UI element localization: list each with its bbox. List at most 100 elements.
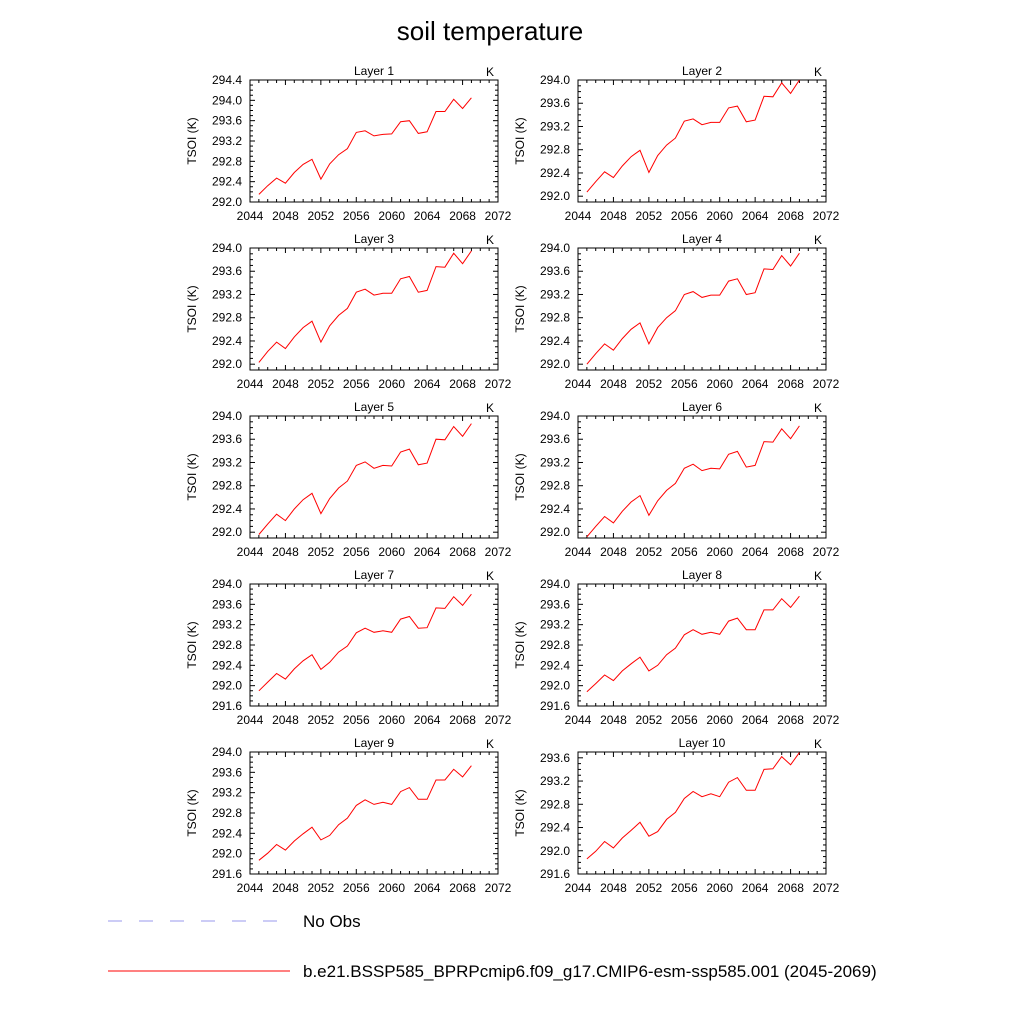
x-tick-label: 2052 (636, 881, 663, 895)
y-tick-label: 292.0 (540, 679, 570, 693)
units-label: K (814, 233, 822, 247)
y-tick-label: 292.4 (212, 175, 242, 189)
units-label: K (486, 401, 494, 415)
panel-title: Layer 6 (682, 400, 722, 414)
y-tick-label: 292.8 (540, 797, 570, 811)
y-tick-label: 292.8 (540, 143, 570, 157)
panels-group: Layer 1 K TSOI (K) 2044 2048 2052 2056 2060 2064… (185, 64, 840, 895)
legend-model-label: b.e21.BSSP585_BPRPcmip6.f09_g17.CMIP6-es… (303, 962, 877, 981)
series-line-model (586, 425, 800, 538)
y-tick-label: 293.2 (212, 287, 242, 301)
y-tick-label: 294.0 (212, 93, 242, 107)
y-tick-label: 293.6 (212, 597, 242, 611)
units-label: K (814, 401, 822, 415)
x-tick-label: 2044 (237, 713, 264, 727)
x-tick-label: 2048 (272, 209, 299, 223)
y-tick-label: 293.6 (212, 432, 242, 446)
x-tick-label: 2060 (706, 377, 733, 391)
y-tick-label: 292.4 (212, 334, 242, 348)
panel-1: Layer 1 K TSOI (K) 2044 2048 2052 2056 2060 2064… (185, 64, 512, 223)
y-tick-label: 292.4 (540, 821, 570, 835)
x-tick-label: 2048 (272, 881, 299, 895)
y-axis-label: TSOI (K) (513, 453, 527, 500)
figure-title: soil temperature (397, 16, 583, 46)
x-tick-label: 2044 (237, 881, 264, 895)
y-tick-label: 292.0 (540, 844, 570, 858)
panel-title: Layer 9 (354, 736, 394, 750)
x-tick-label: 2052 (308, 881, 335, 895)
x-tick-label: 2068 (777, 881, 804, 895)
panel-10: Layer 10 K TSOI (K) 2044 2048 2052 2056 2060 206… (513, 736, 840, 895)
x-tick-label: 2060 (706, 545, 733, 559)
x-tick-label: 2060 (378, 545, 405, 559)
x-tick-label: 2048 (600, 713, 627, 727)
panel-title: Layer 5 (354, 400, 394, 414)
y-tick-label: 293.6 (540, 751, 570, 765)
y-tick-label: 294.0 (540, 409, 570, 423)
series-line-model (258, 423, 472, 535)
series-line-model (586, 595, 800, 693)
y-tick-label: 294.0 (212, 241, 242, 255)
y-tick-label: 292.0 (212, 357, 242, 371)
plot-frame (249, 751, 499, 875)
y-tick-label: 291.6 (540, 867, 570, 881)
y-tick-label: 292.4 (212, 658, 242, 672)
y-tick-label: 293.2 (212, 618, 242, 632)
x-tick-label: 2044 (237, 377, 264, 391)
x-tick-label: 2064 (742, 545, 769, 559)
units-label: K (814, 569, 822, 583)
plot-frame (249, 583, 499, 707)
panel-title: Layer 7 (354, 568, 394, 582)
x-tick-label: 2060 (378, 209, 405, 223)
y-tick-label: 292.8 (212, 638, 242, 652)
y-tick-label: 292.0 (540, 357, 570, 371)
x-tick-label: 2068 (777, 545, 804, 559)
x-tick-label: 2052 (308, 377, 335, 391)
x-tick-label: 2064 (414, 545, 441, 559)
y-tick-label: 293.2 (212, 455, 242, 469)
panel-7: Layer 7 K TSOI (K) 2044 2048 2052 2056 2060 2064… (185, 568, 512, 727)
x-tick-label: 2068 (777, 209, 804, 223)
legend: No Obs b.e21.BSSP585_BPRPcmip6.f09_g17.C… (108, 912, 877, 981)
y-tick-label: 294.0 (212, 745, 242, 759)
x-tick-label: 2048 (272, 377, 299, 391)
panel-4: Layer 4 K TSOI (K) 2044 2048 2052 2056 2060 2064… (513, 232, 840, 391)
y-tick-label: 293.6 (540, 597, 570, 611)
x-tick-label: 2060 (378, 713, 405, 727)
y-tick-label: 292.4 (212, 502, 242, 516)
x-tick-label: 2056 (671, 545, 698, 559)
x-tick-label: 2068 (449, 209, 476, 223)
panel-2: Layer 2 K TSOI (K) 2044 2048 2052 2056 2060 2064… (513, 64, 840, 223)
plot-frame (249, 247, 499, 371)
x-tick-label: 2056 (343, 881, 370, 895)
x-tick-label: 2072 (813, 209, 840, 223)
units-label: K (486, 233, 494, 247)
x-tick-label: 2060 (706, 881, 733, 895)
series-line-model (586, 79, 800, 193)
y-tick-label: 293.6 (212, 264, 242, 278)
panel-5: Layer 5 K TSOI (K) 2044 2048 2052 2056 2060 2064… (185, 400, 512, 559)
y-tick-label: 293.6 (212, 114, 242, 128)
y-tick-label: 294.0 (540, 241, 570, 255)
y-tick-label: 292.0 (212, 847, 242, 861)
x-tick-label: 2064 (742, 713, 769, 727)
x-tick-label: 2064 (414, 209, 441, 223)
x-tick-label: 2072 (813, 713, 840, 727)
x-tick-label: 2072 (813, 545, 840, 559)
x-tick-label: 2060 (706, 713, 733, 727)
y-tick-label: 292.0 (212, 679, 242, 693)
x-tick-label: 2056 (343, 545, 370, 559)
y-axis-label: TSOI (K) (513, 789, 527, 836)
legend-obs-label: No Obs (303, 912, 361, 931)
y-axis-label: TSOI (K) (185, 453, 199, 500)
x-tick-label: 2048 (600, 377, 627, 391)
y-tick-label: 291.6 (212, 699, 242, 713)
x-tick-label: 2048 (272, 545, 299, 559)
y-axis-label: TSOI (K) (513, 117, 527, 164)
panel-title: Layer 1 (354, 64, 394, 78)
y-tick-label: 292.4 (540, 502, 570, 516)
x-tick-label: 2048 (272, 713, 299, 727)
x-tick-label: 2044 (565, 377, 592, 391)
x-tick-label: 2060 (378, 881, 405, 895)
x-tick-label: 2052 (636, 209, 663, 223)
